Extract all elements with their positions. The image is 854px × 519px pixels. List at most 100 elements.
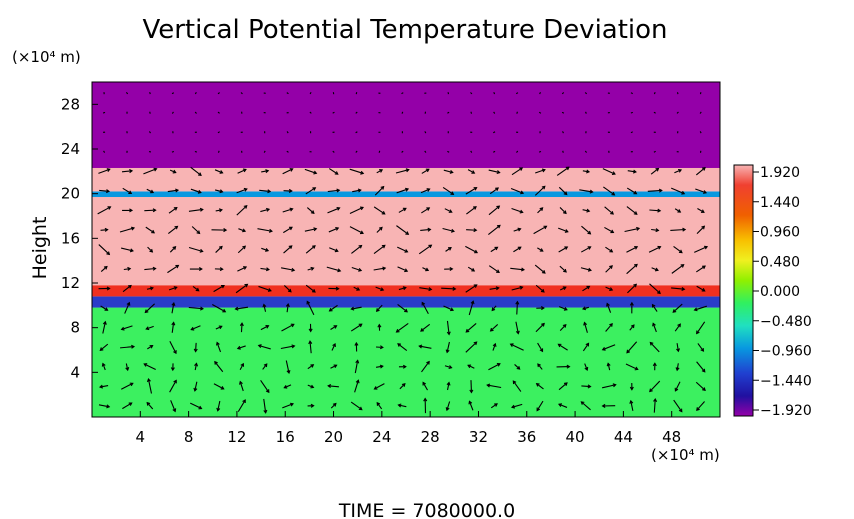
wind-arrow xyxy=(582,285,591,292)
wind-arrow xyxy=(98,168,111,174)
wind-arrow xyxy=(695,188,708,194)
wind-arrow xyxy=(510,267,526,272)
wind-arrow xyxy=(558,186,568,196)
wind-arrow xyxy=(125,92,129,95)
wind-arrow xyxy=(373,266,387,271)
wind-arrow xyxy=(283,285,292,293)
wind-arrow xyxy=(327,206,341,214)
wind-arrow xyxy=(144,208,157,213)
wind-arrow xyxy=(377,323,382,331)
wind-arrow xyxy=(441,286,457,291)
wind-arrow xyxy=(493,131,496,134)
wind-arrow xyxy=(191,226,201,235)
wind-arrow xyxy=(673,245,683,254)
wind-arrow xyxy=(491,305,497,312)
wind-arrow xyxy=(648,245,662,253)
wind-arrow xyxy=(535,284,545,293)
wind-arrow xyxy=(355,131,358,134)
wind-arrow xyxy=(327,188,341,193)
wind-arrow xyxy=(237,266,248,272)
wind-arrow xyxy=(143,363,156,370)
wind-arrow xyxy=(420,323,431,332)
wind-arrow xyxy=(465,284,478,293)
wind-arrow xyxy=(653,150,656,153)
wind-arrow xyxy=(188,246,204,253)
wind-arrow xyxy=(582,342,590,352)
wind-arrow xyxy=(558,382,568,391)
wind-arrow xyxy=(145,325,154,331)
wind-arrow xyxy=(624,226,641,233)
plot-frame xyxy=(91,81,721,418)
colorbar: 1.920 1.440 0.960 0.480 0.000 −0.480 −0.960 −1.… xyxy=(733,164,812,419)
wind-arrow xyxy=(446,381,451,391)
wind-arrow xyxy=(98,286,111,291)
colorbar-tick-label: 0.480 xyxy=(760,254,800,270)
wind-arrow xyxy=(121,382,134,390)
wind-arrow xyxy=(559,286,567,291)
wind-arrow xyxy=(217,131,220,134)
wind-arrow xyxy=(536,400,544,412)
wind-arrow xyxy=(536,306,545,311)
wind-arrow xyxy=(190,166,202,177)
y-tick-label: 12 xyxy=(61,274,80,292)
x-tick-label: 40 xyxy=(566,428,585,446)
wind-arrow xyxy=(397,266,409,273)
wind-arrow xyxy=(671,264,685,274)
wind-arrow xyxy=(305,245,316,254)
wind-arrow xyxy=(396,187,410,194)
wind-arrow xyxy=(602,168,616,175)
wind-arrow xyxy=(601,383,617,389)
wind-arrow xyxy=(418,244,433,255)
wind-arrow xyxy=(467,266,476,272)
wind-arrow xyxy=(262,363,268,370)
colorbar-ticks: 1.920 1.440 0.960 0.480 0.000 −0.480 −0.960 −1.… xyxy=(753,165,812,419)
wind-arrow xyxy=(486,383,502,389)
x-tick-label: 12 xyxy=(227,428,246,446)
wind-arrow xyxy=(194,150,197,153)
heatmap-layer-6 xyxy=(92,82,720,168)
wind-arrow xyxy=(534,264,546,274)
wind-arrow xyxy=(538,150,542,153)
wind-arrow xyxy=(353,286,361,291)
wind-arrow xyxy=(672,303,683,313)
wind-arrow xyxy=(352,188,362,193)
wind-arrow xyxy=(193,381,198,392)
wind-arrow xyxy=(694,245,709,253)
wind-arrow xyxy=(562,131,564,134)
wind-arrow xyxy=(580,401,591,411)
wind-arrow xyxy=(399,383,406,390)
x-tick-label: 20 xyxy=(324,428,343,446)
wind-arrow xyxy=(418,344,432,349)
wind-arrow xyxy=(146,286,154,291)
wind-arrow xyxy=(674,381,681,392)
wind-arrow xyxy=(375,345,384,350)
wind-arrow xyxy=(419,287,433,292)
wind-arrow xyxy=(465,187,478,195)
wind-arrow xyxy=(488,265,500,273)
wind-arrow xyxy=(443,305,455,312)
wind-arrow xyxy=(584,92,588,95)
wind-arrow xyxy=(515,92,519,95)
wind-arrow xyxy=(584,150,588,153)
wind-arrow xyxy=(582,208,591,213)
wind-arrow xyxy=(605,246,614,253)
wind-arrow xyxy=(537,342,544,353)
wind-arrow xyxy=(629,324,635,331)
wind-arrow xyxy=(466,228,478,233)
wind-arrow xyxy=(259,189,272,194)
wind-arrow xyxy=(122,284,132,293)
wind-arrow xyxy=(373,383,385,390)
wind-arrow xyxy=(585,111,587,114)
wind-arrow xyxy=(537,207,544,214)
wind-arrow xyxy=(374,185,385,196)
wind-arrow xyxy=(213,383,225,390)
wind-arrow xyxy=(280,267,296,272)
wind-arrow xyxy=(190,188,202,194)
wind-arrow xyxy=(376,226,383,233)
wind-arrow xyxy=(489,286,500,291)
wind-arrow xyxy=(122,402,133,410)
wind-arrow xyxy=(120,344,136,349)
wind-arrow xyxy=(286,131,289,134)
wind-arrow xyxy=(420,227,432,232)
wind-arrow xyxy=(328,227,340,233)
